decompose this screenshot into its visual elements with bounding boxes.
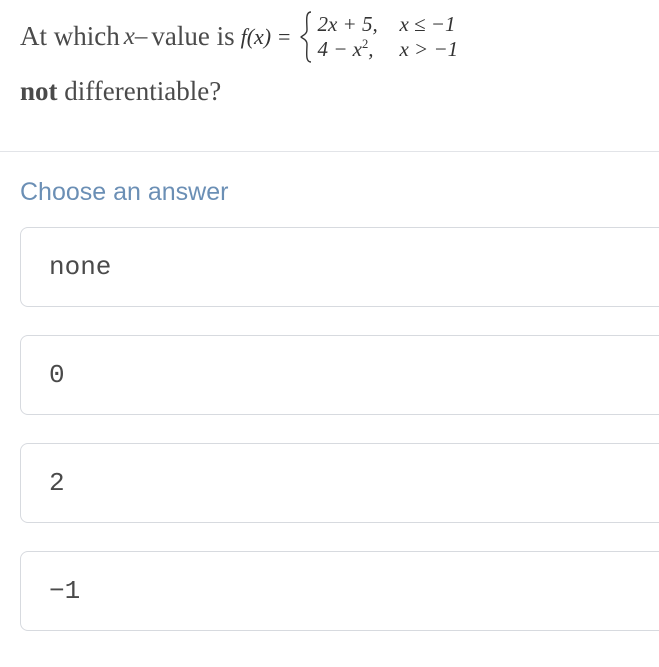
- case2-expr: 4 − x2,: [317, 37, 389, 62]
- answer-label: −1: [49, 576, 80, 606]
- q-mid: value is: [151, 17, 234, 56]
- case1-cond: x ≤ −1: [399, 12, 455, 37]
- answer-label: none: [49, 252, 111, 282]
- case1-expr: 2x + 5,: [317, 12, 389, 37]
- answer-option[interactable]: 2: [20, 443, 659, 523]
- answer-label: 0: [49, 360, 65, 390]
- answer-label: 2: [49, 468, 65, 498]
- answer-option[interactable]: −1: [20, 551, 659, 631]
- q-not: not: [20, 76, 58, 106]
- q-prefix: At which: [20, 17, 120, 56]
- page: At which x– value is f(x) = 2x + 5, x ≤ …: [0, 0, 659, 631]
- question-line-1: At which x– value is f(x) = 2x + 5, x ≤ …: [20, 10, 458, 64]
- answer-option[interactable]: none: [20, 227, 659, 307]
- cases: 2x + 5, x ≤ −1 4 − x2, x > −1: [317, 12, 458, 62]
- answer-option[interactable]: 0: [20, 335, 659, 415]
- case-1: 2x + 5, x ≤ −1: [317, 12, 458, 37]
- case-2: 4 − x2, x > −1: [317, 37, 458, 62]
- piecewise-function: f(x) = 2x + 5, x ≤ −1 4 − x2, x > −1: [241, 10, 459, 64]
- case2-expr-a: 4 − x: [317, 37, 362, 61]
- q-rest: differentiable?: [58, 76, 222, 106]
- question-line-2: not differentiable?: [20, 72, 639, 111]
- answer-list: none 0 2 −1: [0, 227, 659, 631]
- case2-expr-b: ,: [368, 37, 373, 61]
- left-brace-icon: [299, 10, 313, 64]
- q-xvar: x–: [120, 19, 152, 55]
- choose-answer-label: Choose an answer: [0, 152, 659, 227]
- case2-cond: x > −1: [399, 37, 458, 62]
- func-lhs: f(x) =: [241, 21, 292, 53]
- question-block: At which x– value is f(x) = 2x + 5, x ≤ …: [0, 0, 659, 131]
